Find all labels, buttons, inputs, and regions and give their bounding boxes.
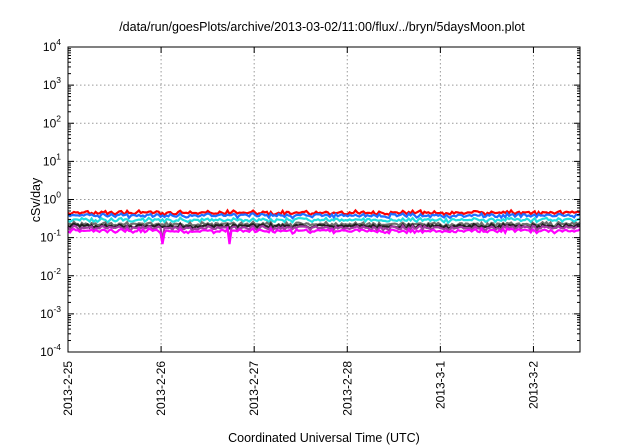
ticks: 10-4 10-3 10-2 10-1 100 101 102 103 104 2013-2-25…: [40, 37, 580, 416]
chart-title: /data/run/goesPlots/archive/2013-03-02/1…: [119, 20, 525, 34]
x-tick-label: 2013-3-2: [526, 361, 540, 409]
y-axis-label: cSv/day: [29, 177, 43, 222]
series-line: [67, 223, 581, 242]
y-tick-label: 10-3: [40, 304, 61, 321]
x-tick-label: 2013-2-25: [61, 361, 75, 416]
series-line: [67, 216, 581, 225]
x-axis-label: Coordinated Universal Time (UTC): [228, 431, 420, 445]
y-tick-label: 100: [43, 190, 61, 207]
x-tick-label: 2013-2-27: [247, 361, 261, 416]
y-tick-label: 103: [43, 75, 61, 92]
y-tick-label: 102: [43, 113, 61, 130]
y-tick-label: 101: [43, 151, 61, 168]
series-line: [67, 211, 581, 220]
x-tick-label: 2013-2-28: [340, 361, 354, 416]
grid: [68, 47, 580, 352]
x-tick-label: 2013-3-1: [433, 361, 447, 409]
series-line: [67, 225, 581, 245]
y-tick-label: 10-4: [40, 342, 61, 359]
y-tick-label: 10-1: [40, 228, 61, 245]
y-tick-label: 104: [43, 37, 61, 54]
x-tick-label: 2013-2-26: [154, 361, 168, 416]
data-series: [67, 208, 581, 245]
series-line: [67, 208, 581, 218]
y-tick-label: 10-2: [40, 266, 61, 283]
